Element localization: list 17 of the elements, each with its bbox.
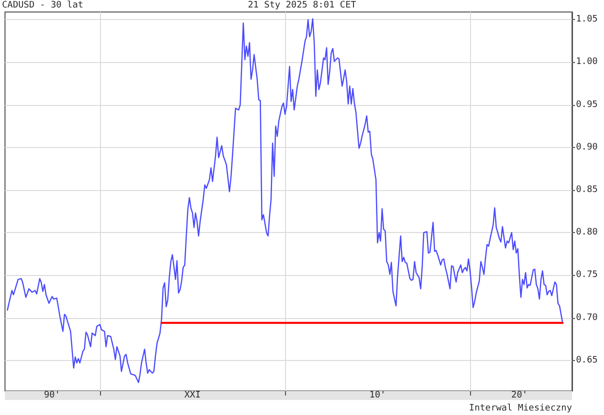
- y-tick-label: 0.70: [576, 312, 598, 323]
- y-tick-label: 0.90: [576, 142, 598, 152]
- y-tick-label: 0.65: [576, 355, 598, 366]
- y-tick-label: 1.00: [576, 57, 598, 68]
- x-tick-label: 90': [44, 390, 60, 400]
- x-tick-label: 10': [369, 390, 386, 400]
- chart-subtitle: 21 Sty 2025 8:01 CET: [248, 0, 357, 10]
- y-tick-label: 0.95: [576, 100, 598, 110]
- x-tick-label: 20': [511, 390, 528, 400]
- line-series: [6, 18, 564, 384]
- y-tick-label: 0.75: [576, 270, 598, 280]
- chart-title: CADUSD - 30 lat: [2, 0, 84, 10]
- x-tick-label: XXI: [184, 390, 201, 400]
- y-tick-label: 1.05: [576, 14, 598, 25]
- y-tick-label: 0.80: [576, 228, 598, 238]
- y-tick-label: 0.85: [576, 185, 598, 195]
- text: Interwal Miesieczny: [469, 404, 573, 414]
